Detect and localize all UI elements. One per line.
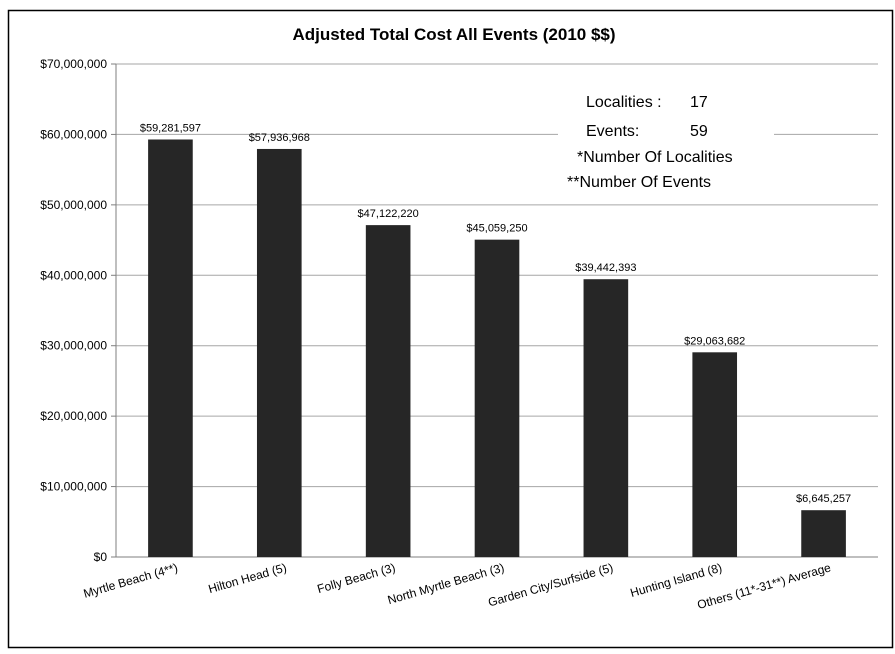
localities-value: 17 <box>690 94 708 111</box>
y-tick-label: $40,000,000 <box>40 268 107 282</box>
bar-value-label: $29,063,682 <box>684 335 745 347</box>
bars <box>148 139 846 558</box>
bar <box>365 225 411 557</box>
y-tick-label: $50,000,000 <box>40 198 107 212</box>
note-localities: *Number Of Localities <box>577 149 733 166</box>
y-tick-label: $20,000,000 <box>40 409 107 423</box>
y-tick-label: $70,000,000 <box>40 57 107 71</box>
bar-value-label: $45,059,250 <box>466 223 527 235</box>
bar <box>692 352 738 557</box>
bar-value-label: $59,281,597 <box>140 122 201 134</box>
y-tick-label: $30,000,000 <box>40 339 107 353</box>
bar <box>474 239 520 557</box>
bar <box>256 148 302 558</box>
bar-value-label: $47,122,220 <box>358 208 419 220</box>
note-events: **Number Of Events <box>567 174 711 191</box>
events-value: 59 <box>690 123 708 140</box>
y-tick-label: $10,000,000 <box>40 480 107 494</box>
annotation-background <box>558 80 774 198</box>
y-tick-label: $60,000,000 <box>40 127 107 141</box>
bar-value-label: $6,645,257 <box>796 493 851 505</box>
bar-value-label: $57,936,968 <box>249 132 310 144</box>
chart-title: Adjusted Total Cost All Events (2010 $$) <box>292 25 615 44</box>
bar <box>801 510 846 557</box>
bar <box>148 139 193 558</box>
value-labels: $59,281,597 $57,936,968 $47,122,220 $45,059… <box>140 122 851 505</box>
bar-value-label: $39,442,393 <box>575 262 636 274</box>
y-tick-label: $0 <box>94 550 108 564</box>
events-label: Events: <box>586 123 639 140</box>
localities-label: Localities : <box>586 94 662 111</box>
bar <box>583 279 629 557</box>
y-axis-tick-labels: $0 $10,000,000 $20,000,000 $30,000,000 $40,0… <box>40 57 107 564</box>
annotation-box: Localities : 17 Events: 59 *Number Of Lo… <box>558 80 774 198</box>
